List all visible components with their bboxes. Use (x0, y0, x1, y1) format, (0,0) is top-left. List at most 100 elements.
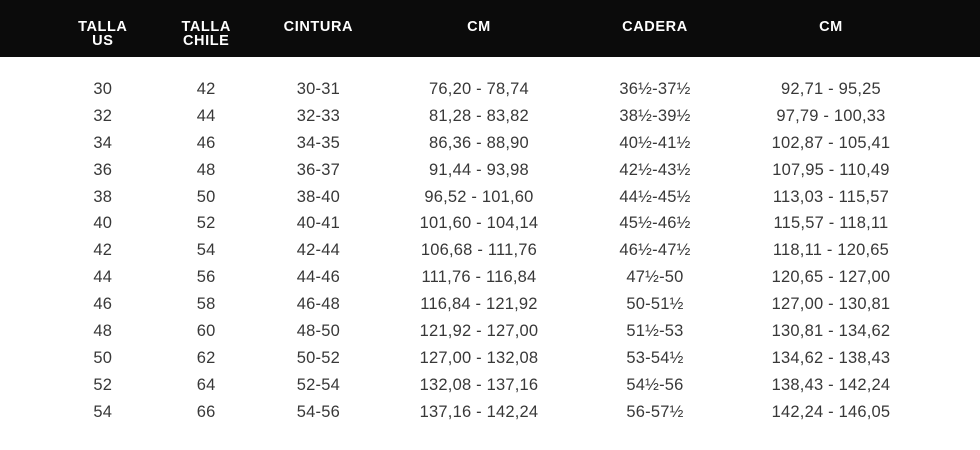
cell-cintura-cm: 86,36 - 88,90 (429, 133, 529, 152)
cell-talla-us: 42 (93, 241, 113, 260)
cell-cintura: 38-40 (296, 187, 340, 206)
cell-cadera: 54½-56 (626, 375, 684, 394)
cell-cintura: 54-56 (296, 402, 340, 421)
cell-cadera-cm: 138,43 - 142,24 (771, 375, 891, 394)
table-row: 34 46 34-35 86,36 - 88,90 40½-41½ 102,87… (50, 130, 930, 157)
cell-talla-chile: 56 (196, 268, 216, 287)
table-row: 36 48 36-37 91,44 - 93,98 42½-43½ 107,95… (50, 157, 930, 184)
cell-talla-chile: 58 (196, 295, 216, 314)
cell-cadera: 42½-43½ (619, 160, 691, 179)
table-row: 42 54 42-44 106,68 - 111,76 46½-47½ 118,… (50, 237, 930, 264)
column-header-label: CM (819, 19, 843, 35)
table-header: TALLA US TALLA CHILE CINTURA CM CADERA C… (0, 0, 980, 57)
cell-cadera: 40½-41½ (619, 133, 691, 152)
table-body: 30 42 30-31 76,20 - 78,74 36½-37½ 92,71 … (0, 57, 980, 426)
column-header-cadera: CADERA (578, 19, 732, 35)
cell-talla-us: 34 (93, 133, 113, 152)
cell-cadera-cm: 127,00 - 130,81 (771, 295, 891, 314)
cell-talla-us: 46 (93, 295, 113, 314)
table-row: 46 58 46-48 116,84 - 121,92 50-51½ 127,0… (50, 291, 930, 318)
cell-cintura: 48-50 (296, 321, 340, 340)
cell-cadera: 53-54½ (626, 348, 684, 367)
cell-talla-chile: 52 (196, 214, 216, 233)
cell-cintura-cm: 111,76 - 116,84 (421, 268, 537, 287)
cell-talla-chile: 48 (196, 160, 216, 179)
cell-talla-us: 38 (93, 187, 113, 206)
cell-cadera-cm: 97,79 - 100,33 (776, 106, 886, 125)
cell-cadera: 36½-37½ (619, 79, 691, 98)
column-header-talla-chile: TALLA CHILE (156, 19, 257, 49)
cell-talla-chile: 46 (196, 133, 216, 152)
cell-talla-us: 48 (93, 321, 113, 340)
table-row: 54 66 54-56 137,16 - 142,24 56-57½ 142,2… (50, 399, 930, 426)
cell-talla-us: 32 (93, 106, 113, 125)
cell-cintura-cm: 121,92 - 127,00 (419, 321, 539, 340)
table-row: 38 50 38-40 96,52 - 101,60 44½-45½ 113,0… (50, 184, 930, 211)
table-row: 32 44 32-33 81,28 - 83,82 38½-39½ 97,79 … (50, 103, 930, 130)
cell-cintura-cm: 91,44 - 93,98 (429, 160, 529, 179)
cell-cintura: 30-31 (296, 79, 340, 98)
cell-cintura: 52-54 (296, 375, 340, 394)
cell-cadera-cm: 113,03 - 115,57 (772, 187, 890, 206)
cell-cintura: 32-33 (296, 106, 340, 125)
cell-cintura: 42-44 (296, 241, 340, 260)
cell-talla-chile: 54 (196, 241, 216, 260)
cell-cadera: 46½-47½ (619, 241, 691, 260)
table-row: 52 64 52-54 132,08 - 137,16 54½-56 138,4… (50, 372, 930, 399)
column-header-label: CADERA (622, 19, 688, 35)
column-header-cintura: CINTURA (257, 19, 380, 35)
cell-cadera-cm: 115,57 - 118,11 (773, 214, 889, 233)
table-row: 50 62 50-52 127,00 - 132,08 53-54½ 134,6… (50, 345, 930, 372)
cell-talla-chile: 44 (196, 106, 216, 125)
cell-talla-chile: 64 (196, 375, 216, 394)
cell-cintura: 50-52 (296, 348, 340, 367)
cell-talla-chile: 62 (196, 348, 216, 367)
cell-cadera-cm: 92,71 - 95,25 (781, 79, 881, 98)
cell-talla-us: 52 (93, 375, 113, 394)
cell-cadera-cm: 142,24 - 146,05 (771, 402, 891, 421)
cell-cadera-cm: 120,65 - 127,00 (771, 268, 891, 287)
table-row: 48 60 48-50 121,92 - 127,00 51½-53 130,8… (50, 318, 930, 345)
table-row: 30 42 30-31 76,20 - 78,74 36½-37½ 92,71 … (50, 76, 930, 103)
column-header-label: CM (467, 19, 491, 35)
cell-cadera-cm: 130,81 - 134,62 (771, 321, 891, 340)
cell-talla-us: 50 (93, 348, 113, 367)
cell-cadera: 44½-45½ (619, 187, 691, 206)
cell-cintura-cm: 96,52 - 101,60 (424, 187, 534, 206)
cell-cintura-cm: 137,16 - 142,24 (419, 402, 539, 421)
cell-cintura-cm: 127,00 - 132,08 (419, 348, 539, 367)
table-row: 44 56 44-46 111,76 - 116,84 47½-50 120,6… (50, 264, 930, 291)
column-header-talla-us: TALLA US (50, 19, 156, 49)
cell-cintura-cm: 76,20 - 78,74 (429, 79, 529, 98)
cell-talla-chile: 42 (196, 79, 216, 98)
cell-cintura: 46-48 (296, 295, 340, 314)
cell-talla-us: 44 (93, 268, 113, 287)
column-header-sublabel: CHILE (182, 33, 230, 49)
cell-cintura: 44-46 (296, 268, 340, 287)
column-header-label: TALLA (78, 19, 128, 35)
column-header-label: TALLA (181, 19, 231, 35)
column-header-sublabel: US (92, 33, 114, 49)
cell-cadera-cm: 102,87 - 105,41 (771, 133, 891, 152)
table-row: 40 52 40-41 101,60 - 104,14 45½-46½ 115,… (50, 210, 930, 237)
cell-cintura-cm: 81,28 - 83,82 (429, 106, 529, 125)
cell-cintura-cm: 116,84 - 121,92 (420, 295, 538, 314)
column-header-label: CINTURA (283, 19, 354, 35)
cell-cintura-cm: 101,60 - 104,14 (419, 214, 539, 233)
cell-cintura: 40-41 (296, 214, 340, 233)
column-header-cintura-cm: CM (380, 19, 578, 35)
cell-cadera-cm: 118,11 - 120,65 (772, 241, 890, 260)
cell-cintura: 36-37 (296, 160, 340, 179)
cell-talla-chile: 60 (196, 321, 216, 340)
cell-talla-us: 30 (93, 79, 113, 98)
cell-cadera: 45½-46½ (619, 214, 691, 233)
cell-cintura-cm: 132,08 - 137,16 (419, 375, 539, 394)
cell-cadera: 47½-50 (626, 268, 684, 287)
cell-talla-us: 54 (93, 402, 113, 421)
cell-cintura: 34-35 (296, 133, 340, 152)
cell-talla-chile: 66 (196, 402, 216, 421)
column-header-cadera-cm: CM (732, 19, 930, 35)
cell-cadera: 50-51½ (626, 295, 684, 314)
cell-cadera: 51½-53 (626, 321, 684, 340)
